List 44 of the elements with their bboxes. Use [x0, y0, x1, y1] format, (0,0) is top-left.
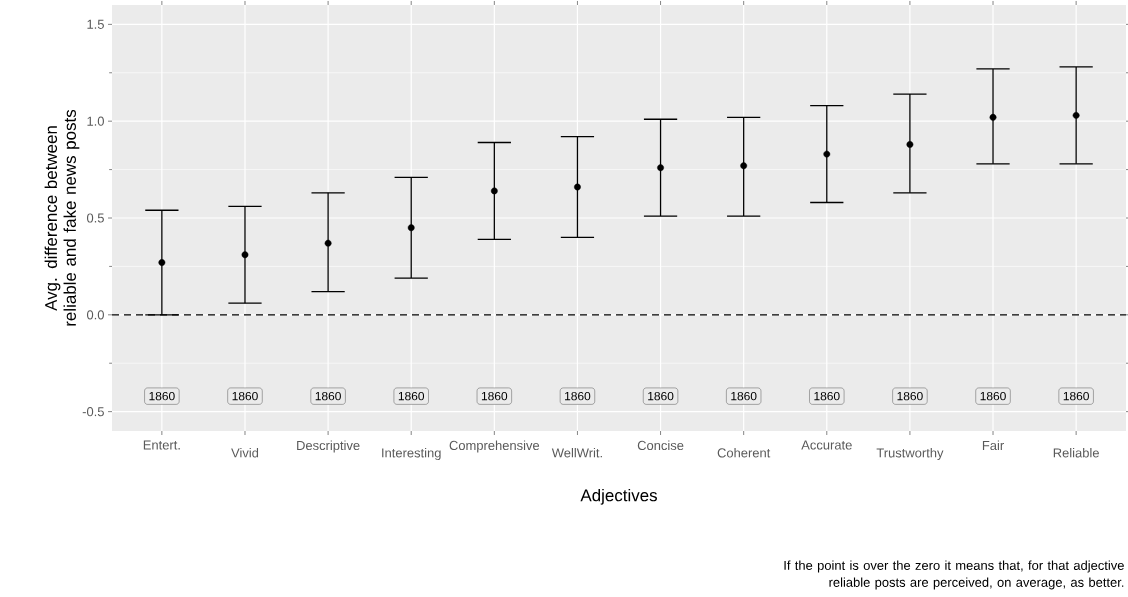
y-tick-label: 0.0: [86, 310, 104, 320]
x-tick-label: Accurate: [801, 440, 852, 450]
x-tick-label: Descriptive: [297, 440, 360, 453]
point: [241, 251, 249, 259]
point: [158, 259, 166, 266]
x-tick-label: Concise: [637, 440, 684, 451]
point: [906, 141, 914, 148]
annotation: 1860: [315, 391, 341, 401]
y-tick-label: 1.0: [87, 116, 104, 126]
x-tick-label: Fair: [982, 440, 1004, 451]
point: [407, 224, 415, 232]
x-tick-label: WellWrit.: [551, 447, 602, 458]
point: [574, 183, 581, 191]
annotation: 1860: [897, 391, 923, 401]
point: [490, 187, 498, 195]
annotation: 1860: [731, 391, 757, 401]
point: [989, 113, 997, 121]
annotation: 1860: [481, 391, 508, 401]
point: [740, 162, 748, 170]
point: [823, 150, 831, 158]
point: [657, 164, 664, 172]
x-tick-label: Reliable: [1053, 447, 1099, 458]
x-axis-title: Adjectives: [580, 488, 657, 505]
annotation: 1860: [1063, 391, 1089, 401]
annotation: 1860: [398, 391, 425, 401]
y-tick-label: 1.5: [87, 19, 104, 29]
annotation: 1860: [648, 391, 674, 401]
y-axis-title: Avg. difference between reliable and fake news posts: [44, 109, 80, 326]
y-tick-label: 0.5: [86, 213, 104, 223]
annotation: 1860: [814, 391, 840, 401]
text: If the point is over the zero it means that, for that adjective reliable posts are perceived, on average, as better.: [784, 560, 1124, 590]
point: [324, 239, 332, 247]
x-tick-label: Coherent: [717, 447, 771, 458]
x-tick-label: Interesting: [382, 447, 441, 461]
annotation: 1860: [149, 391, 175, 401]
x-tick-label: Trustworthy: [876, 447, 944, 461]
annotation: 1860: [232, 391, 258, 401]
x-tick-label: Entert.: [143, 440, 180, 450]
point: [1072, 111, 1080, 119]
annotation: 1860: [565, 391, 591, 401]
annotation: 1860: [980, 391, 1006, 401]
x-tick-label: Comprehensive: [449, 440, 540, 453]
y-tick-label: -0.5: [82, 407, 104, 417]
x-tick-label: Vivid: [231, 447, 259, 458]
